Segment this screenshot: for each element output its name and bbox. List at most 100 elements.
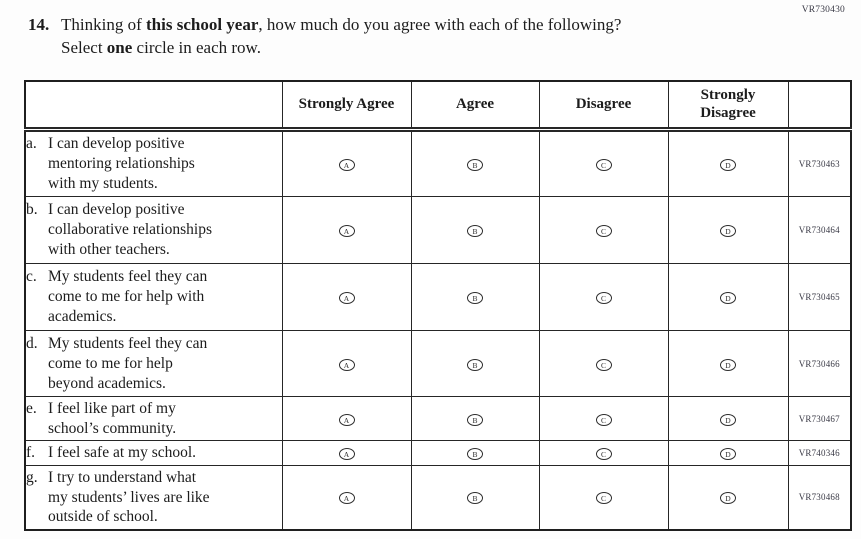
bubble-d[interactable]: D bbox=[720, 159, 736, 172]
bubble-a[interactable]: A bbox=[338, 448, 355, 461]
row-label: d. bbox=[26, 334, 38, 352]
vr-code: VR730468 bbox=[787, 465, 852, 531]
bubble-cell: A bbox=[281, 263, 412, 332]
bubble-cell: C bbox=[538, 129, 669, 198]
column-header-disagree: Disagree bbox=[538, 80, 669, 133]
bubble-b[interactable]: B bbox=[467, 292, 483, 305]
bubble-cell: C bbox=[538, 263, 669, 332]
bubble-cell: C bbox=[538, 396, 669, 442]
question: 14. Thinking of this school year, how mu… bbox=[28, 14, 861, 59]
bubble-a[interactable]: A bbox=[338, 413, 355, 426]
bubble-a[interactable]: A bbox=[338, 358, 355, 371]
question-line-2: Select one circle in each row. bbox=[61, 37, 621, 60]
bubble-b[interactable]: B bbox=[467, 358, 483, 371]
bubble-c[interactable]: C bbox=[595, 492, 612, 505]
statement-text: My students feel they can come to me for… bbox=[48, 334, 208, 392]
table-row: b. I can develop positive collaborative r… bbox=[24, 196, 852, 265]
bubble-d[interactable]: D bbox=[720, 492, 736, 505]
bubble-cell: A bbox=[281, 196, 412, 265]
question-line2-post: circle in each row. bbox=[132, 37, 261, 57]
bubble-c[interactable]: C bbox=[595, 413, 612, 426]
bubble-cell: A bbox=[281, 396, 412, 442]
vr-code: VR730466 bbox=[787, 330, 852, 398]
agreement-table: Strongly Agree Agree Disagree Strongly D… bbox=[24, 80, 852, 531]
bubble-b[interactable]: B bbox=[467, 448, 483, 461]
bubble-d[interactable]: D bbox=[720, 448, 736, 461]
statement-cell: g. I try to understand what my students’ … bbox=[24, 465, 283, 531]
table-row: c. My students feel they can come to me f… bbox=[24, 263, 852, 332]
row-label: e. bbox=[26, 399, 37, 417]
statement-text: I can develop positive collaborative rel… bbox=[48, 201, 212, 259]
table-body: a. I can develop positive mentoring relat… bbox=[24, 129, 852, 531]
bubble-cell: B bbox=[410, 396, 540, 442]
bubble-cell: C bbox=[538, 440, 669, 467]
column-header-agree: Agree bbox=[410, 80, 540, 133]
statement-cell: f. I feel safe at my school. bbox=[24, 440, 283, 467]
bubble-b[interactable]: B bbox=[467, 413, 483, 426]
bubble-c[interactable]: C bbox=[595, 358, 612, 371]
bubble-cell: C bbox=[538, 465, 669, 531]
table-row: a. I can develop positive mentoring relat… bbox=[24, 129, 852, 198]
statement-text: I feel safe at my school. bbox=[48, 444, 197, 462]
vr-code: VR730464 bbox=[787, 196, 852, 265]
bubble-cell: B bbox=[410, 330, 540, 398]
bubble-c[interactable]: C bbox=[595, 292, 612, 305]
bubble-b[interactable]: B bbox=[467, 225, 483, 238]
bubble-cell: B bbox=[410, 129, 540, 198]
column-header-strongly-agree: Strongly Agree bbox=[281, 80, 412, 133]
bubble-cell: A bbox=[281, 440, 412, 467]
bubble-cell: D bbox=[667, 465, 789, 531]
bubble-b[interactable]: B bbox=[467, 159, 483, 172]
row-label: c. bbox=[26, 268, 37, 286]
table-row: d. My students feel they can come to me f… bbox=[24, 330, 852, 398]
question-text: Thinking of this school year, how much d… bbox=[61, 14, 621, 59]
bubble-a[interactable]: A bbox=[338, 492, 355, 505]
bubble-cell: A bbox=[281, 129, 412, 198]
code-header bbox=[787, 80, 852, 133]
question-line1-post: , how much do you agree with each of the… bbox=[258, 15, 622, 34]
bubble-d[interactable]: D bbox=[720, 292, 736, 305]
row-label: b. bbox=[26, 201, 38, 219]
statement-text: I try to understand what my students’ li… bbox=[48, 468, 210, 526]
table-row: e. I feel like part of my school’s commun… bbox=[24, 396, 852, 442]
statement-text: My students feel they can come to me for… bbox=[48, 268, 208, 326]
vr-code: VR740346 bbox=[787, 440, 852, 467]
table-row: g. I try to understand what my students’ … bbox=[24, 465, 852, 531]
bubble-c[interactable]: C bbox=[595, 225, 612, 238]
bubble-cell: C bbox=[538, 196, 669, 265]
bubble-d[interactable]: D bbox=[720, 413, 736, 426]
bubble-b[interactable]: B bbox=[467, 492, 483, 505]
bubble-c[interactable]: C bbox=[595, 448, 612, 461]
bubble-a[interactable]: A bbox=[338, 159, 355, 172]
bubble-cell: A bbox=[281, 330, 412, 398]
bubble-d[interactable]: D bbox=[720, 358, 736, 371]
question-line2-pre: Select bbox=[61, 37, 107, 57]
statement-cell: a. I can develop positive mentoring relat… bbox=[24, 129, 283, 198]
row-label: g. bbox=[26, 468, 38, 486]
bubble-cell: B bbox=[410, 263, 540, 332]
bubble-cell: D bbox=[667, 440, 789, 467]
bubble-cell: D bbox=[667, 330, 789, 398]
statement-header bbox=[24, 80, 283, 133]
question-line2-bold: one bbox=[106, 37, 133, 57]
bubble-a[interactable]: A bbox=[338, 292, 355, 305]
statement-cell: c. My students feel they can come to me f… bbox=[24, 263, 283, 332]
form-code: VR730430 bbox=[801, 5, 845, 15]
question-number: 14. bbox=[28, 15, 50, 34]
row-label: a. bbox=[26, 135, 37, 153]
question-line1-bold: this school year bbox=[146, 15, 259, 34]
bubble-cell: D bbox=[667, 263, 789, 332]
column-header-strongly-disagree: Strongly Disagree bbox=[667, 80, 789, 133]
table-row: f. I feel safe at my school. A B C D VR740346 bbox=[24, 440, 852, 467]
question-line-1: Thinking of this school year, how much d… bbox=[61, 14, 621, 37]
vr-code: VR730465 bbox=[787, 263, 852, 332]
statement-cell: e. I feel like part of my school’s commun… bbox=[24, 396, 283, 442]
bubble-cell: D bbox=[667, 129, 789, 198]
bubble-cell: B bbox=[410, 440, 540, 467]
bubble-a[interactable]: A bbox=[338, 225, 355, 238]
vr-code: VR730463 bbox=[787, 129, 852, 198]
bubble-c[interactable]: C bbox=[595, 159, 612, 172]
bubble-d[interactable]: D bbox=[720, 225, 736, 238]
question-line1-pre: Thinking of bbox=[61, 15, 146, 34]
